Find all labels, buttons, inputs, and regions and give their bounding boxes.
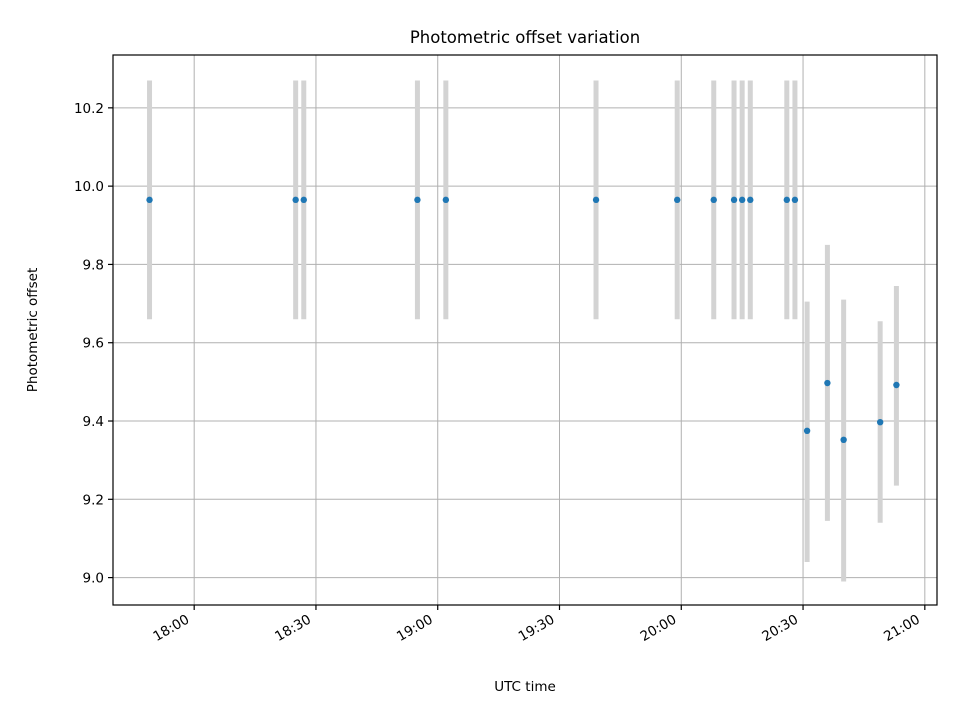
data-point bbox=[146, 196, 153, 204]
data-point bbox=[710, 196, 717, 204]
grid-layer bbox=[113, 55, 937, 605]
y-tick-label: 10.0 bbox=[74, 179, 104, 195]
x-tick-label: 19:30 bbox=[516, 612, 558, 645]
data-point bbox=[876, 418, 884, 426]
data-point bbox=[840, 436, 847, 444]
y-tick-label: 9.0 bbox=[83, 571, 104, 587]
data-point bbox=[674, 196, 681, 204]
data-point bbox=[442, 196, 450, 204]
data-point bbox=[791, 196, 799, 204]
y-axis-label: Photometric offset bbox=[25, 268, 41, 392]
data-point bbox=[292, 196, 299, 204]
x-tick-label: 18:00 bbox=[150, 612, 192, 645]
data-point bbox=[730, 196, 738, 204]
x-axis-label: UTC time bbox=[494, 679, 556, 695]
x-tick-label: 20:30 bbox=[759, 612, 801, 645]
y-tick-label: 10.2 bbox=[74, 101, 104, 117]
data-point bbox=[300, 196, 307, 204]
data-point bbox=[803, 427, 811, 435]
data-point bbox=[592, 196, 600, 204]
x-tick-label: 21:00 bbox=[881, 612, 923, 645]
y-tick-label: 9.4 bbox=[83, 414, 104, 430]
data-point bbox=[783, 196, 791, 204]
x-tick-label: 20:00 bbox=[638, 612, 680, 645]
data-point bbox=[747, 196, 754, 204]
chart-title: Photometric offset variation bbox=[410, 28, 640, 47]
error-bar-layer bbox=[147, 80, 899, 582]
data-point bbox=[824, 379, 831, 387]
point-layer bbox=[146, 196, 900, 444]
y-tick-label: 9.6 bbox=[83, 336, 104, 352]
y-tick-label: 9.8 bbox=[83, 257, 104, 273]
y-tick-label: 9.2 bbox=[83, 492, 104, 508]
x-tick-label: 18:30 bbox=[272, 612, 314, 645]
data-point bbox=[738, 196, 746, 204]
data-point bbox=[414, 196, 421, 204]
plot-frame bbox=[112, 54, 938, 606]
x-tick-label: 19:00 bbox=[394, 612, 436, 645]
data-point bbox=[893, 381, 900, 389]
